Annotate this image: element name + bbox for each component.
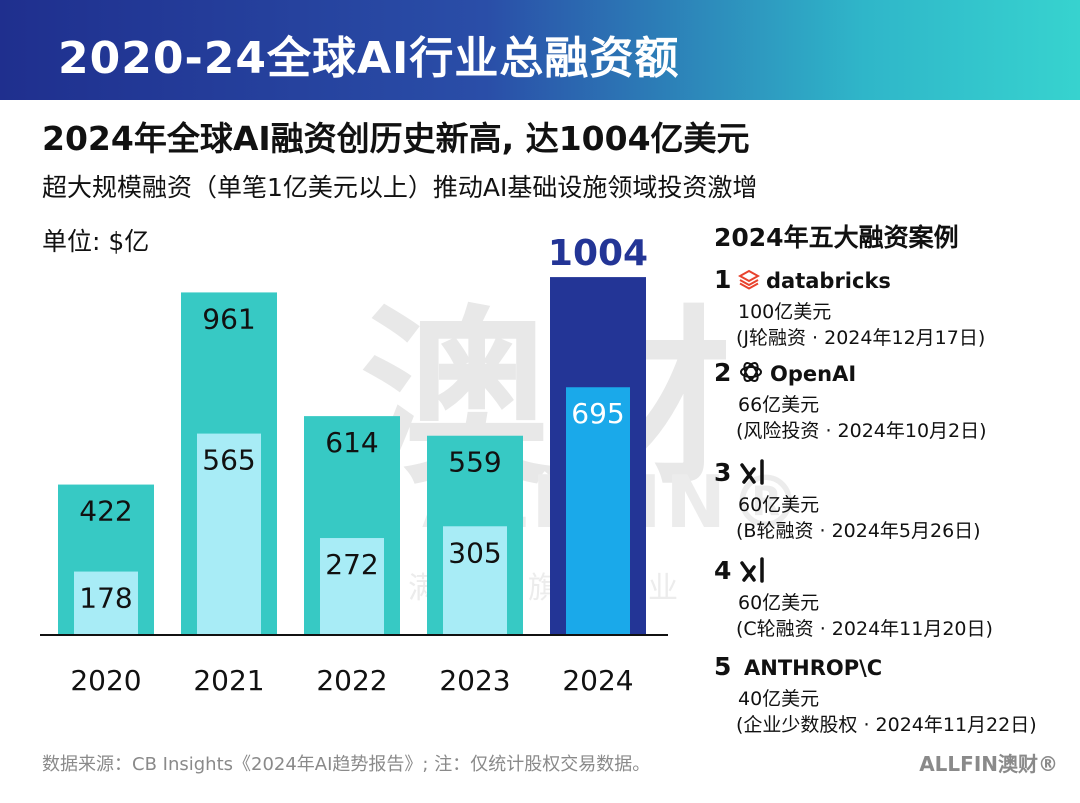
bar-inner-2024: [566, 387, 630, 635]
data-label-inner-2020: 178: [79, 582, 132, 615]
unit-label: 单位: $亿: [42, 227, 150, 256]
headline: 2024年全球AI融资创历史新高, 达1004亿美元: [42, 119, 750, 158]
case-number: 2: [714, 358, 732, 387]
case-detail: (J轮融资 · 2024年12月17日): [736, 327, 986, 349]
case-detail: (风险投资 · 2024年10月2日): [736, 420, 987, 442]
funding-bar-chart: 422 178 2020 961 565 2021 614 272 2022 559 305 2023…: [40, 233, 668, 697]
case-logo: [738, 458, 774, 490]
case-detail: (C轮融资 · 2024年11月20日): [736, 618, 993, 640]
banner-title: 2020-24全球AI行业总融资额: [58, 33, 680, 84]
x-tick-label-2020: 2020: [70, 664, 141, 697]
case-amount: 100亿美元: [738, 301, 832, 323]
case-number: 3: [714, 458, 732, 487]
data-label-total-2021: 961: [202, 302, 255, 335]
x-tick-label-2024: 2024: [562, 664, 633, 697]
xai-icon: [738, 458, 768, 490]
data-label-inner-2021: 565: [202, 444, 255, 477]
data-label-total-2024: 1004: [548, 233, 648, 274]
case-amount: 60亿美元: [738, 494, 820, 516]
data-label-inner-2022: 272: [325, 548, 378, 581]
case-detail: (企业少数股权 · 2024年11月22日): [736, 714, 1037, 736]
data-label-total-2022: 614: [325, 426, 378, 459]
case-number: 1: [714, 265, 732, 294]
cases-title: 2024年五大融资案例: [714, 223, 959, 252]
x-tick-label-2023: 2023: [439, 664, 510, 697]
case-logo: [738, 556, 774, 588]
case-logo-text: OpenAI: [770, 362, 857, 386]
bar-inner-2020: [74, 571, 138, 635]
case-amount: 40亿美元: [738, 688, 820, 710]
footer-logo: ALLFIN澳财®: [919, 752, 1058, 776]
databricks-icon: [737, 268, 761, 294]
case-logo: ANTHROP\C: [738, 654, 882, 682]
bar-inner-2022: [320, 538, 384, 635]
subheadline: 超大规模融资（单笔1亿美元以上）推动AI基础设施领域投资激增: [42, 173, 758, 202]
openai-icon: [738, 359, 764, 389]
case-logo: databricks: [737, 267, 891, 295]
data-label-inner-2024: 695: [571, 397, 624, 430]
title-banner: 2020-24全球AI行业总融资额: [0, 0, 1080, 100]
data-label-total-2020: 422: [79, 495, 132, 528]
x-tick-label-2022: 2022: [316, 664, 387, 697]
xai-icon: [738, 556, 768, 588]
case-number: 4: [714, 556, 732, 585]
footer-source: 数据来源：CB Insights《2024年AI趋势报告》; 注：仅统计股权交易…: [42, 754, 651, 775]
case-logo-text: ANTHROP\C: [744, 656, 883, 680]
bar-inner-2023: [443, 526, 507, 635]
case-detail: (B轮融资 · 2024年5月26日): [736, 520, 981, 542]
data-label-inner-2023: 305: [448, 536, 501, 569]
case-amount: 66亿美元: [738, 394, 820, 416]
x-tick-label-2021: 2021: [193, 664, 264, 697]
case-logo: OpenAI: [738, 360, 856, 388]
case-logo-text: databricks: [766, 269, 891, 293]
case-amount: 60亿美元: [738, 592, 820, 614]
data-label-total-2023: 559: [448, 446, 501, 479]
case-number: 5: [714, 652, 732, 681]
bar-inner-2021: [197, 433, 261, 635]
